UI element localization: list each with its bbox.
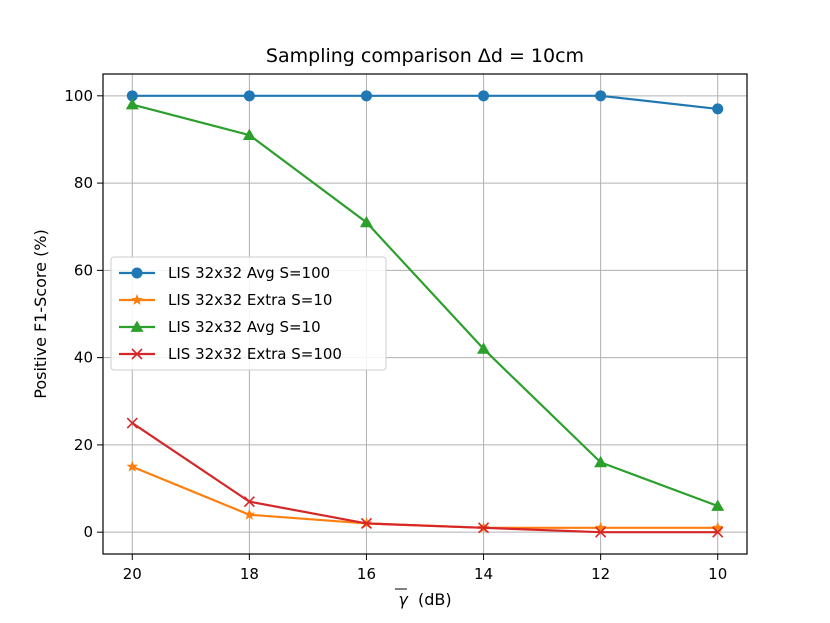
series-layer: [125, 90, 725, 538]
data-point: [595, 90, 607, 102]
data-point: [360, 517, 373, 530]
series-line: [131, 422, 718, 534]
legend-label: LIS 32x32 Avg S=10: [168, 318, 321, 336]
series-4: [126, 417, 724, 538]
legend-entry: LIS 32x32 Extra S=10: [119, 291, 332, 309]
x-tick-label: 16: [357, 565, 376, 583]
series-line: [132, 94, 718, 111]
legend-marker: [131, 267, 143, 279]
data-point: [712, 103, 724, 115]
data-point: [126, 460, 138, 472]
x-tick-label: 12: [591, 565, 610, 583]
data-point: [477, 342, 491, 354]
legend-box: [110, 256, 387, 371]
y-tick-label: 0: [83, 523, 93, 541]
legend-items: LIS 32x32 Avg S=100 LIS 32x32 Extra S=10 L…: [119, 264, 342, 363]
y-tick-label: 60: [74, 261, 93, 279]
data-point: [359, 215, 373, 228]
legend-label: LIS 32x32 Avg S=100: [168, 264, 330, 282]
data-point: [243, 90, 255, 102]
y-axis-label: Positive F1-Score (%): [31, 229, 50, 399]
chart-title: Sampling comparison Δd = 10cm: [266, 45, 584, 67]
plot-frame: [102, 73, 748, 555]
data-point: [360, 90, 372, 102]
legend-entry: LIS 32x32 Avg S=10: [119, 318, 321, 336]
x-tick-label: 14: [474, 565, 493, 583]
data-point: [477, 522, 490, 534]
data-point: [594, 521, 607, 533]
data-point: [243, 496, 255, 508]
series-line: [131, 103, 719, 508]
x-axis-unit: (dB): [418, 590, 452, 609]
x-tick-label: 20: [123, 565, 142, 583]
series-2: [126, 460, 724, 533]
x-axis: 20 18 16 14 12 10: [123, 554, 727, 583]
data-point: [712, 521, 724, 533]
x-tick-label: 18: [240, 565, 259, 583]
data-point: [595, 526, 607, 538]
data-point: [126, 417, 138, 429]
y-tick-label: 100: [64, 87, 93, 105]
legend-label: LIS 32x32 Extra S=10: [168, 291, 332, 309]
data-point: [712, 526, 724, 538]
series-line: [131, 465, 718, 529]
series-1: [126, 90, 724, 115]
legend: LIS 32x32 Avg S=100 LIS 32x32 Extra S=10 L…: [110, 256, 387, 371]
legend-entry: LIS 32x32 Avg S=100: [119, 264, 330, 282]
data-point: [478, 90, 490, 102]
legend-marker: [131, 294, 143, 305]
legend-entry: LIS 32x32 Extra S=100: [119, 345, 342, 363]
data-point: [125, 98, 139, 110]
x-tick-label: 10: [708, 565, 727, 583]
series-3: [125, 98, 725, 511]
y-tick-label: 20: [74, 436, 93, 454]
legend-marker: [131, 348, 143, 360]
y-axis: 0 20 40 60 80 100: [64, 87, 103, 541]
legend-marker: [130, 320, 144, 332]
y-tick-label: 80: [74, 174, 93, 192]
data-point: [242, 128, 256, 140]
y-tick-label: 40: [74, 349, 93, 367]
data-point: [594, 455, 608, 468]
data-point: [243, 508, 256, 520]
legend-label: LIS 32x32 Extra S=100: [168, 345, 342, 363]
x-axis-label: γ (dB): [398, 590, 451, 609]
data-point: [711, 499, 725, 511]
x-axis-symbol: γ: [398, 590, 409, 609]
data-point: [126, 90, 138, 102]
